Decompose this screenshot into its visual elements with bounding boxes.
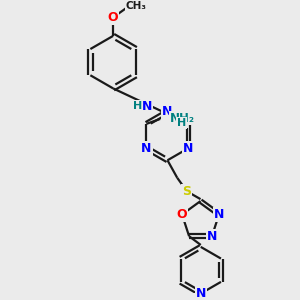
- Text: S: S: [182, 185, 191, 198]
- Text: N: N: [214, 208, 224, 221]
- Text: N: N: [183, 142, 194, 154]
- Text: N: N: [162, 105, 173, 118]
- Text: N: N: [207, 230, 217, 243]
- Text: N: N: [141, 142, 152, 154]
- Text: H: H: [177, 118, 186, 128]
- Text: N: N: [142, 100, 152, 112]
- Text: N: N: [196, 287, 206, 300]
- Text: H: H: [133, 101, 142, 111]
- Text: O: O: [177, 208, 188, 221]
- Text: CH₃: CH₃: [126, 1, 147, 11]
- Text: O: O: [108, 11, 118, 24]
- Text: NH₂: NH₂: [170, 112, 195, 124]
